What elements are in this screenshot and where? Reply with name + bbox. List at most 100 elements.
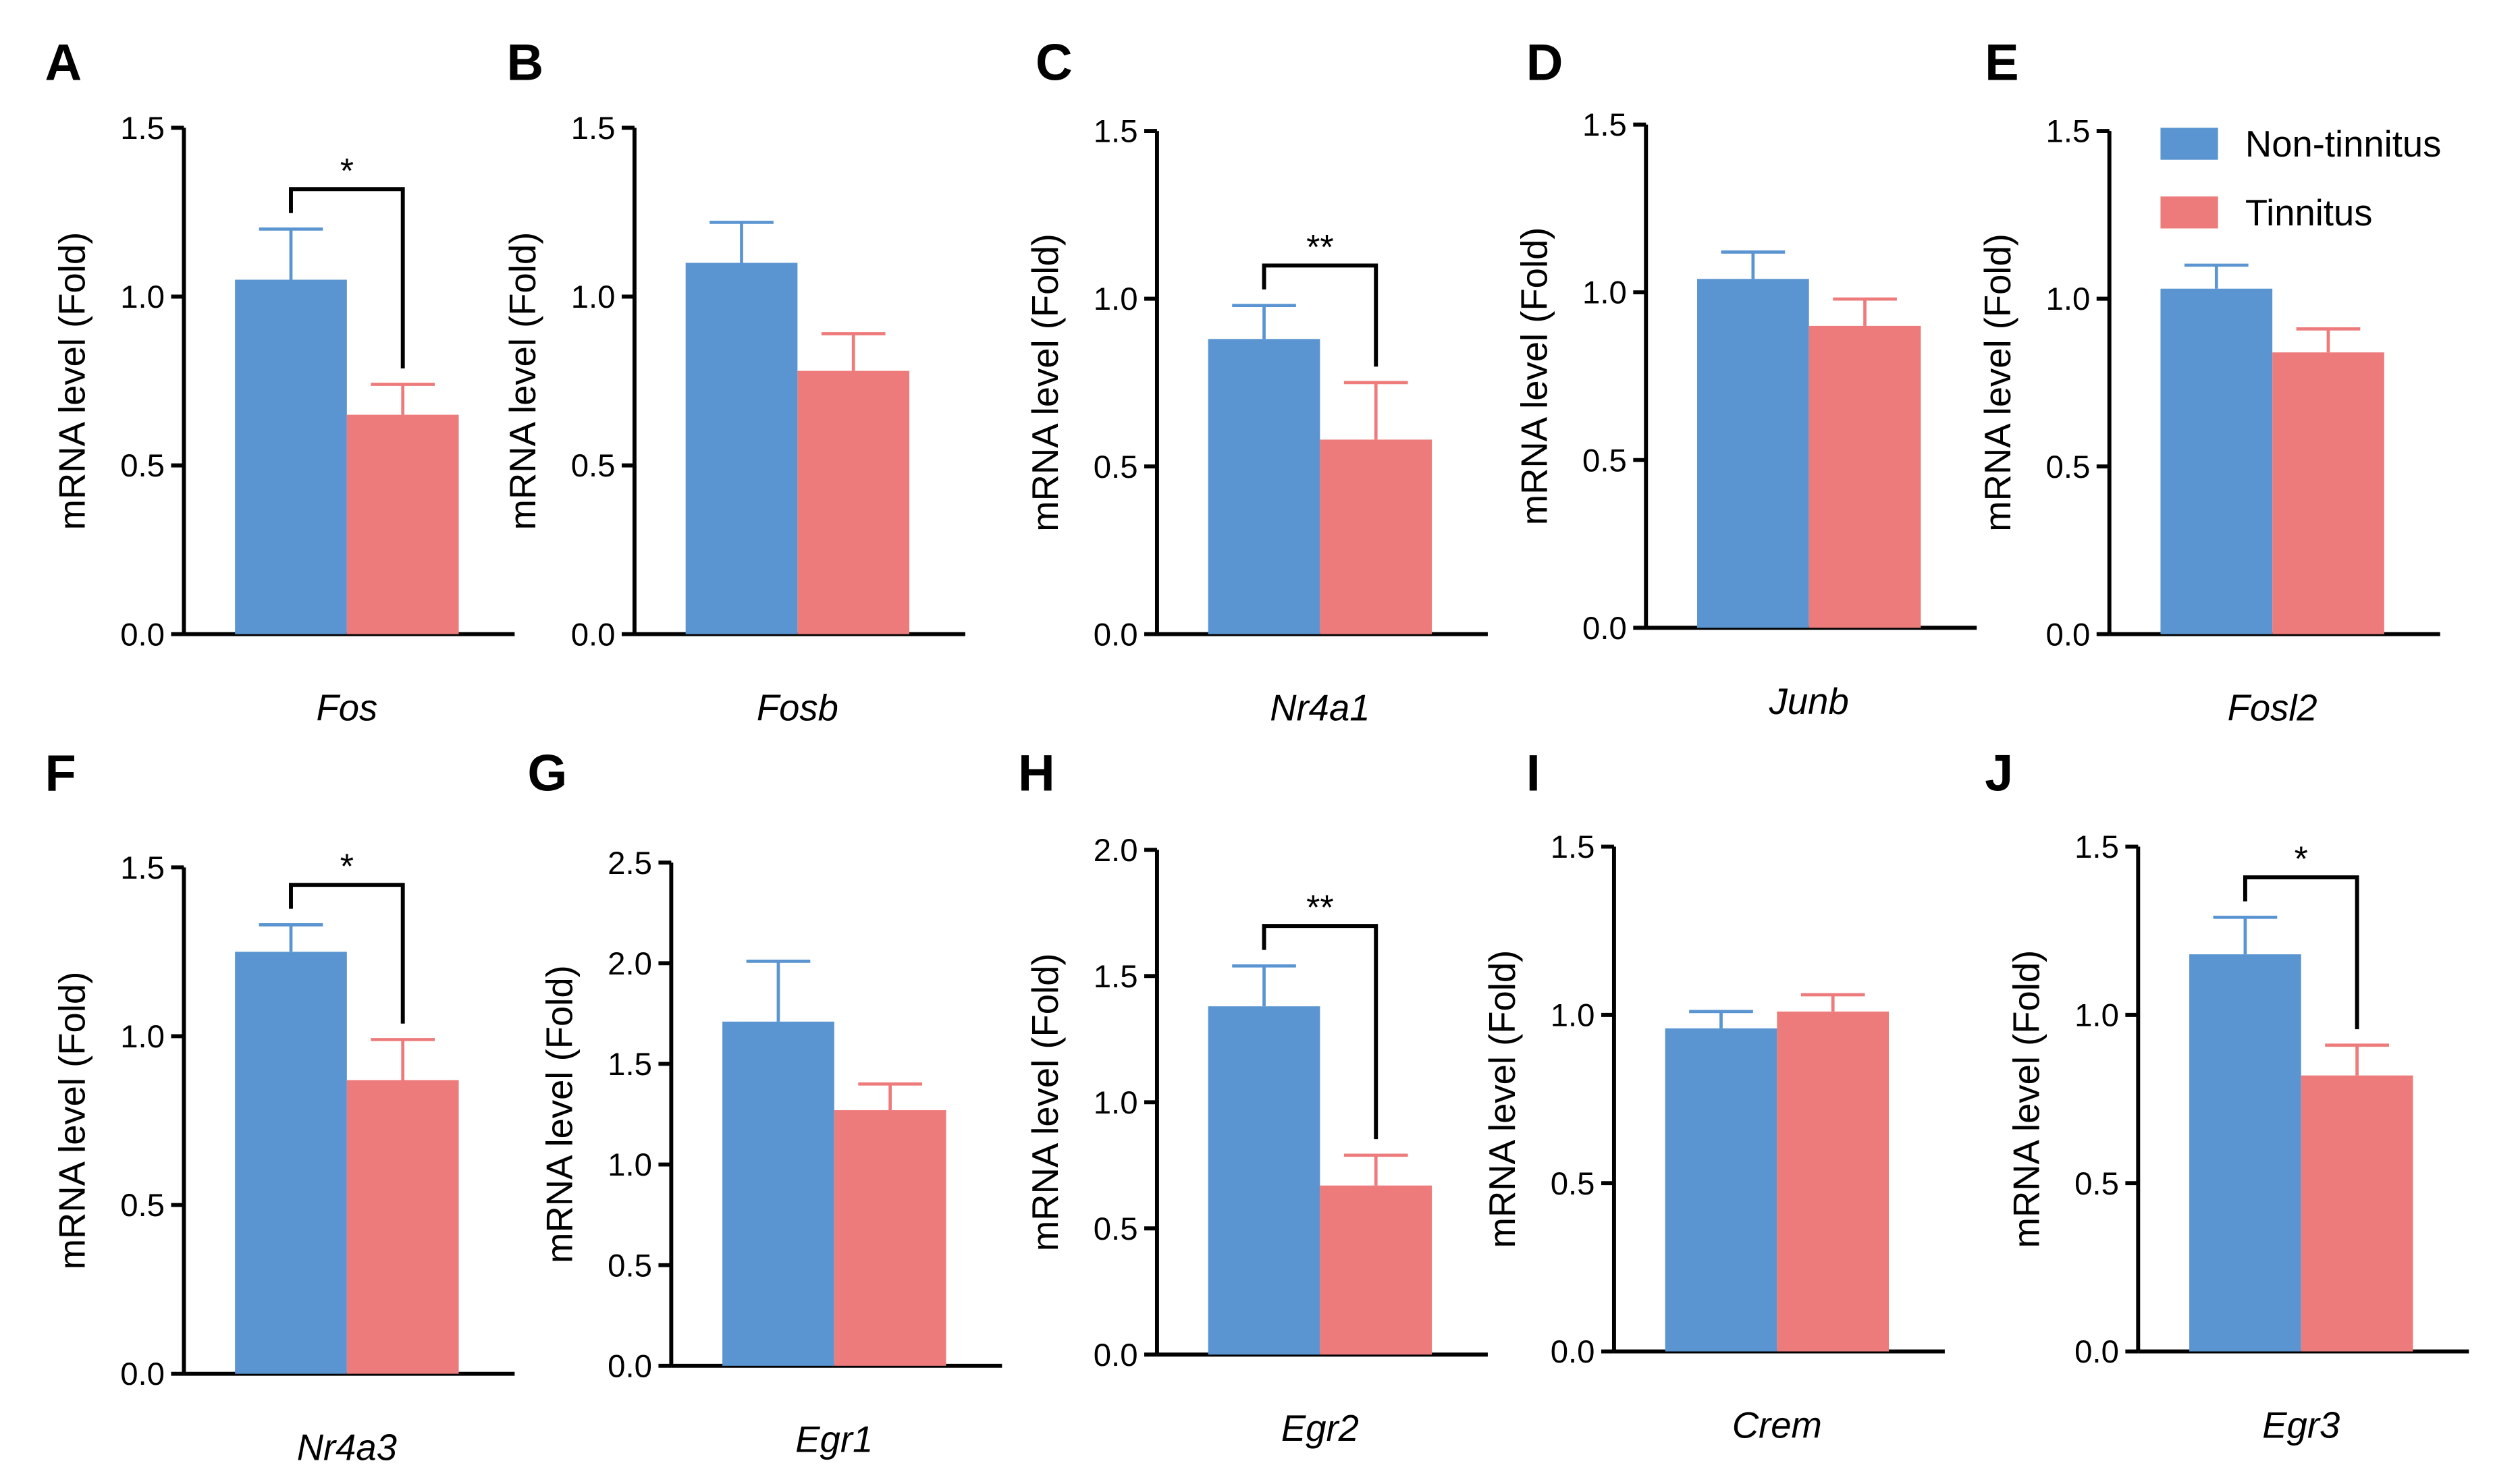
y-tick-label: 1.0 — [2046, 281, 2091, 317]
panel-A: A 0.0 0.5 1.0 1.5 mRNA level (Fold) Fos * — [45, 34, 515, 729]
y-tick-label: 0.0 — [608, 1348, 652, 1384]
y-tick-label: 0.5 — [120, 448, 165, 484]
y-tick-label: 1.5 — [120, 111, 165, 146]
y-axis-label: mRNA level (Fold) — [539, 965, 581, 1263]
legend: Non-tinnitus Tinnitus — [2160, 123, 2441, 233]
y-tick-label: 1.5 — [1551, 829, 1595, 865]
significance-bracket — [1262, 924, 1378, 1140]
gene-label: Fosb — [757, 688, 838, 729]
panel-C: C 0.0 0.5 1.0 1.5 mRNA level (Fold) Nr4a1 ** — [1025, 34, 1488, 729]
bar-tinnitus — [834, 1110, 946, 1366]
y-tick-label: 0.5 — [1094, 1211, 1138, 1247]
y-tick-label: 1.5 — [1094, 959, 1138, 995]
legend-swatch — [2160, 128, 2218, 160]
y-tick-label: 1.5 — [2074, 829, 2119, 865]
y-tick-label: 1.0 — [608, 1147, 652, 1183]
y-tick-label: 2.0 — [1094, 833, 1138, 869]
bar-tinnitus — [346, 1080, 459, 1374]
gene-label: Egr3 — [2262, 1404, 2340, 1446]
legend-label: Tinnitus — [2245, 192, 2373, 233]
bar-non-tinnitus — [685, 263, 798, 634]
y-tick-label: 0.0 — [1582, 611, 1627, 647]
y-tick-label: 1.0 — [1582, 275, 1627, 311]
panel-letter: F — [45, 745, 76, 802]
panel-G: G 0.0 0.5 1.0 1.5 2.0 2.5 mRNA level (Fold) Egr1 — [527, 745, 1002, 1460]
y-axis-label: mRNA level (Fold) — [52, 972, 93, 1270]
significance-marker: * — [340, 848, 354, 887]
y-tick-label: 1.0 — [571, 279, 616, 315]
y-tick-label: 0.0 — [2046, 617, 2091, 653]
bar-tinnitus — [2272, 352, 2384, 634]
bar-non-tinnitus — [722, 1021, 834, 1366]
significance-bracket — [1262, 263, 1378, 367]
y-axis-label: mRNA level (Fold) — [1514, 227, 1555, 526]
legend-label: Non-tinnitus — [2245, 123, 2441, 165]
gene-label: Egr1 — [795, 1419, 873, 1460]
y-tick-label: 2.5 — [608, 846, 652, 881]
gene-label: Nr4a1 — [1270, 688, 1370, 729]
gene-label: Nr4a3 — [297, 1427, 397, 1468]
panel-letter: J — [1985, 745, 2013, 802]
y-tick-label: 1.5 — [120, 850, 165, 886]
panel-letter: A — [45, 34, 82, 91]
panel-letter: C — [1036, 34, 1073, 91]
significance-bracket — [289, 187, 405, 368]
gene-label: Crem — [1732, 1404, 1822, 1446]
panel-J: J 0.0 0.5 1.0 1.5 mRNA level (Fold) Egr3 * — [1985, 745, 2469, 1446]
legend-swatch — [2160, 196, 2218, 229]
significance-marker: ** — [1306, 889, 1334, 928]
y-tick-label: 2.0 — [608, 946, 652, 982]
bar-non-tinnitus — [1697, 279, 1809, 628]
y-tick-label: 0.0 — [2074, 1334, 2119, 1370]
y-tick-label: 0.5 — [571, 448, 616, 484]
significance-bracket — [2243, 875, 2359, 1030]
bar-non-tinnitus — [2189, 954, 2301, 1352]
y-axis-label: mRNA level (Fold) — [52, 232, 93, 530]
y-tick-label: 0.5 — [2074, 1166, 2119, 1202]
gene-label: Fosl2 — [2228, 688, 2317, 729]
bar-non-tinnitus — [1208, 339, 1320, 634]
y-tick-label: 0.0 — [120, 1356, 165, 1392]
y-axis-label: mRNA level (Fold) — [502, 232, 543, 530]
panel-letter: B — [507, 34, 544, 91]
y-tick-label: 1.0 — [120, 1019, 165, 1055]
y-axis-label: mRNA level (Fold) — [1482, 950, 1523, 1248]
panel-letter: I — [1526, 745, 1540, 802]
significance-bracket — [289, 883, 405, 1024]
bar-non-tinnitus — [235, 952, 347, 1374]
y-tick-label: 0.0 — [120, 617, 165, 653]
panel-letter: H — [1018, 745, 1055, 802]
y-tick-label: 1.0 — [1551, 997, 1595, 1033]
y-axis-label: mRNA level (Fold) — [1977, 233, 2018, 532]
y-tick-label: 0.5 — [120, 1188, 165, 1224]
y-tick-label: 0.5 — [608, 1248, 652, 1284]
y-tick-label: 1.5 — [1094, 114, 1138, 150]
bar-non-tinnitus — [1665, 1028, 1777, 1352]
panel-H: H 0.0 0.5 1.0 1.5 2.0 mRNA level (Fold) Egr2 ** — [1018, 745, 1488, 1449]
y-tick-label: 0.5 — [1094, 449, 1138, 485]
panel-letter: G — [527, 745, 567, 802]
bar-tinnitus — [346, 414, 459, 634]
y-tick-label: 0.0 — [571, 617, 616, 653]
y-tick-label: 1.5 — [608, 1047, 652, 1082]
bar-tinnitus — [1320, 439, 1432, 634]
significance-marker: * — [2295, 840, 2308, 879]
y-tick-label: 1.0 — [1094, 281, 1138, 317]
y-axis-label: mRNA level (Fold) — [2006, 950, 2047, 1248]
y-tick-label: 1.5 — [571, 111, 616, 146]
panel-F: F 0.0 0.5 1.0 1.5 mRNA level (Fold) Nr4a3 * — [45, 745, 515, 1468]
bar-tinnitus — [1808, 325, 1921, 628]
y-tick-label: 0.5 — [2046, 449, 2091, 485]
y-tick-label: 1.0 — [2074, 997, 2119, 1033]
panel-B: B 0.0 0.5 1.0 1.5 mRNA level (Fold) Fosb — [502, 34, 965, 729]
y-tick-label: 0.0 — [1094, 617, 1138, 653]
gene-label: Fos — [316, 688, 377, 729]
y-tick-label: 1.5 — [1582, 107, 1627, 143]
y-tick-label: 0.0 — [1094, 1338, 1138, 1373]
gene-label: Junb — [1769, 681, 1849, 722]
y-tick-label: 1.5 — [2046, 114, 2091, 150]
bar-tinnitus — [1320, 1185, 1432, 1355]
panel-D: D 0.0 0.5 1.0 1.5 mRNA level (Fold) Junb — [1514, 34, 1977, 722]
y-tick-label: 0.0 — [1551, 1334, 1595, 1370]
